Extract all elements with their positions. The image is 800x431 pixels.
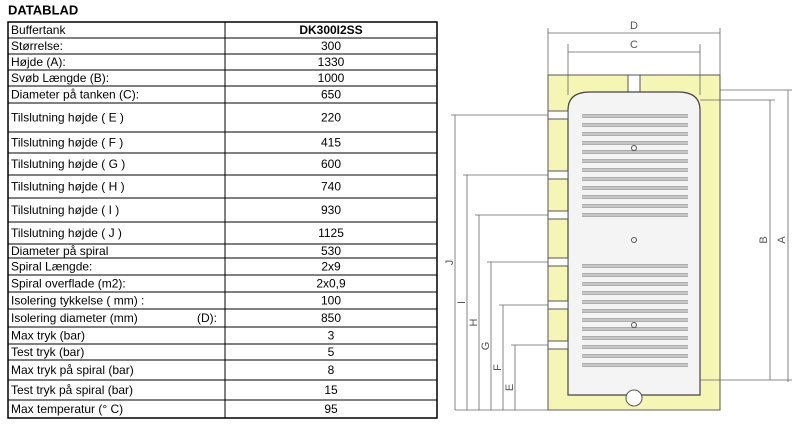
row-label: Størrelse:	[11, 39, 63, 53]
row-value: 15	[324, 383, 338, 397]
label-i: I	[456, 301, 468, 304]
label-h: H	[468, 318, 480, 326]
label-f: F	[492, 364, 504, 371]
row-label: Test tryk (bar)	[11, 345, 84, 359]
row-label: Max tryk på spiral (bar)	[11, 363, 134, 377]
row-value: DK300I2SS	[299, 23, 362, 37]
row-value: 1125	[318, 226, 344, 240]
row-label: Tilslutning højde ( E )	[11, 111, 124, 125]
port	[631, 237, 637, 243]
row-value: 8	[328, 363, 335, 377]
row-label: Spiral overflade (m2):	[11, 277, 126, 291]
label-a: A	[776, 236, 788, 244]
row-label: Max tryk (bar)	[11, 329, 85, 343]
row-label: Tilslutning højde ( J )	[11, 226, 122, 240]
row-unit: (D):	[197, 311, 217, 325]
label-d: D	[630, 20, 638, 32]
connection	[547, 210, 569, 220]
row-value: 300	[321, 39, 341, 53]
row-value: 95	[324, 402, 338, 416]
label-e: E	[504, 384, 516, 391]
row-label: Spiral Længde:	[11, 260, 92, 274]
label-g: G	[480, 342, 492, 351]
row-label: Højde (A):	[11, 55, 66, 69]
tank	[567, 91, 701, 396]
row-value: 2x0,9	[316, 277, 346, 291]
row-label: Svøb Længde (B):	[11, 71, 109, 85]
label-b: B	[758, 236, 770, 243]
connection	[547, 110, 569, 120]
row-label: Tilslutning højde ( G )	[11, 157, 125, 171]
table-border	[7, 21, 438, 419]
row-value: 100	[321, 294, 341, 308]
row-label: Isolering diameter (mm)	[11, 311, 138, 325]
row-value: 5	[328, 345, 335, 359]
row-label: Tilslutning højde ( H )	[11, 180, 125, 194]
connection	[547, 257, 569, 267]
row-label: Test tryk på spiral (bar)	[11, 383, 133, 397]
row-label: Diameter på spiral	[11, 244, 108, 258]
connection	[547, 340, 569, 350]
connection	[547, 170, 569, 180]
row-label: Max temperatur (° C)	[11, 402, 123, 416]
label-c: C	[630, 39, 638, 51]
row-value: 740	[321, 180, 341, 194]
tank-diagram: D C B A J I H G F E	[444, 20, 792, 411]
row-value: 930	[321, 203, 341, 217]
row-value: 3	[328, 329, 335, 343]
row-label: Tilslutning højde ( F )	[11, 136, 123, 150]
row-label: Diameter på tanken (C):	[11, 88, 139, 102]
connection	[547, 300, 569, 310]
label-j: J	[444, 260, 456, 266]
row-value: 220	[321, 111, 341, 125]
row-value: 1330	[318, 55, 345, 69]
bottom-port	[625, 389, 643, 407]
spec-table: Buffertank DK300I2SS Størrelse: 300 Højde (A…	[7, 21, 438, 419]
row-value: 2x9	[321, 260, 341, 274]
title: DATABLAD	[8, 2, 78, 17]
row-value: 530	[321, 244, 341, 258]
row-value: 415	[321, 136, 341, 150]
row-value: 850	[321, 311, 341, 325]
row-label: Buffertank	[11, 23, 66, 37]
row-label: Isolering tykkelse ( mm) :	[11, 294, 144, 308]
row-label: Tilslutning højde ( I )	[11, 203, 119, 217]
row-value: 600	[321, 157, 341, 171]
row-value: 650	[321, 88, 341, 102]
row-value: 1000	[318, 71, 345, 85]
